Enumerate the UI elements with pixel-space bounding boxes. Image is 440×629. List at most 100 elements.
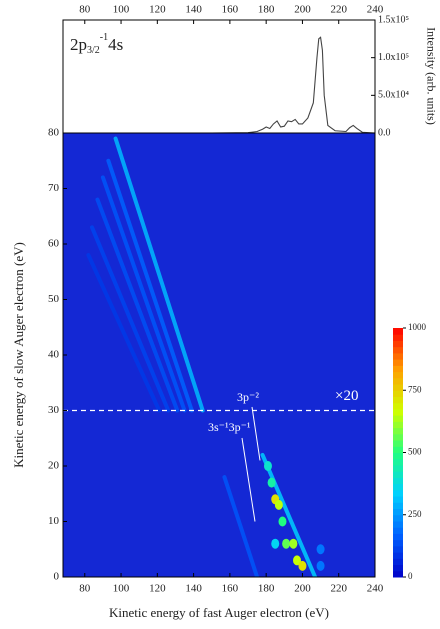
y2-axis-title: Intensity (arb. units): [424, 27, 438, 125]
intensity-stripe: [113, 136, 205, 413]
colorbar-cell: [393, 496, 403, 503]
colorbar-cell: [393, 545, 403, 553]
colorbar-cell: [393, 570, 403, 578]
x-tick-label: 80: [79, 583, 91, 595]
colorbar-cell: [393, 520, 403, 528]
intensity-stripe: [106, 158, 194, 413]
heatmap-marks: [86, 136, 325, 577]
x-tick-label: 120: [149, 583, 166, 595]
y-tick-label: 50: [48, 293, 60, 305]
colorbar-tick-label: 0: [408, 571, 413, 581]
colorbar-cell: [393, 328, 403, 335]
intensity-spot: [278, 516, 287, 527]
x-tick-label: 240: [367, 583, 384, 595]
intensity-spot: [282, 538, 291, 549]
colorbar-tick-label: 1000: [408, 322, 427, 332]
colorbar-cell: [393, 514, 403, 522]
x-tick-label: 220: [330, 4, 347, 16]
colorbar-cell: [393, 384, 403, 391]
colorbar-cell: [393, 471, 403, 478]
intensity-spot: [271, 538, 280, 549]
title-sub: 3/2: [87, 45, 100, 56]
intensity-stripe: [260, 452, 318, 577]
colorbar-tick-label: 750: [408, 384, 422, 394]
x-tick-label: 220: [330, 583, 347, 595]
title-sup: -1: [100, 32, 108, 43]
colorbar-cell: [393, 334, 403, 341]
intensity-stripe: [100, 175, 187, 413]
y-tick-label: 60: [48, 238, 60, 250]
colorbar-cell: [393, 371, 403, 379]
x-tick-label: 140: [185, 583, 202, 595]
intensity-stripe: [90, 225, 171, 413]
colorbar-cell: [393, 340, 403, 348]
intensity-spot: [263, 461, 272, 471]
colorbar-tick-label: 500: [408, 447, 422, 457]
x-tick-label: 180: [258, 4, 275, 16]
y-tick-label: 80: [48, 127, 60, 139]
colorbar-cell: [393, 440, 403, 447]
intensity-spot: [316, 544, 325, 555]
y-tick-label: 1.5x10⁵: [378, 14, 409, 25]
x-tick-label: 100: [113, 4, 130, 16]
y-tick-label: 0: [54, 571, 60, 583]
x-tick-label: 100: [113, 583, 130, 595]
x-tick-label: 240: [367, 4, 384, 16]
intensity-spot: [316, 560, 325, 571]
x-axis-title: Kinetic energy of fast Auger electron (e…: [109, 605, 329, 620]
x-tick-label: 120: [149, 4, 166, 16]
y-tick-label: 70: [48, 182, 60, 194]
colorbar-cell: [393, 390, 403, 397]
intensity-spot: [274, 499, 283, 510]
intensity-spot: [293, 555, 301, 566]
panel-title: 2p3/2-14s: [70, 32, 123, 56]
colorbar-cell: [393, 483, 403, 491]
colorbar-tick-label: 250: [408, 509, 422, 519]
colorbar-cell: [393, 365, 403, 373]
y-tick-label: 0.0: [378, 127, 391, 138]
colorbar-cell: [393, 489, 403, 497]
y-tick-label: 5.0x10⁴: [378, 90, 410, 101]
colorbar-cell: [393, 452, 403, 460]
x-tick-label: 160: [222, 583, 239, 595]
colorbar-cell: [393, 558, 403, 566]
colorbar-cell: [393, 533, 403, 541]
y-tick-label: 10: [48, 515, 60, 527]
colorbar-cell: [393, 408, 403, 416]
colorbar-cell: [393, 539, 403, 547]
colorbar-cell: [393, 377, 403, 385]
x-tick-label: 200: [294, 4, 311, 16]
colorbar-cell: [393, 415, 403, 422]
intensity-spot: [267, 477, 276, 488]
colorbar-cell: [393, 421, 403, 429]
x-tick-label: 140: [185, 4, 202, 16]
colorbar-cell: [393, 433, 403, 441]
y-tick-label: 30: [48, 404, 60, 416]
y-tick-label: 1.0x10⁵: [378, 52, 409, 63]
colorbar-cell: [393, 564, 403, 572]
colorbar-cell: [393, 396, 403, 404]
intensity-stripe: [222, 475, 260, 577]
colorbar-cell: [393, 402, 403, 410]
colorbar-cell: [393, 446, 403, 453]
y-tick-label: 20: [48, 460, 60, 472]
annotation-pointer: [251, 406, 261, 461]
x-tick-label: 180: [258, 583, 275, 595]
y-axis-title: Kinetic energy of slow Auger electron (e…: [11, 242, 26, 468]
colorbar-cell: [393, 502, 403, 510]
intensity-spot: [298, 560, 307, 571]
colorbar-cell: [393, 352, 403, 360]
annotation-pointer: [241, 437, 256, 522]
colorbar-cell: [393, 359, 403, 366]
x-tick-label: 200: [294, 583, 311, 595]
intensity-stripe: [86, 253, 162, 413]
colorbar-cell: [393, 464, 403, 472]
spectrum-line: [66, 36, 376, 134]
title-rest: 4s: [108, 35, 123, 54]
x-tick-label: 160: [222, 4, 239, 16]
colorbar-cell: [393, 477, 403, 485]
annotation-3p2: 3p⁻²: [237, 390, 259, 404]
x-tick-label: 80: [79, 4, 91, 16]
colorbar-cell: [393, 458, 403, 466]
